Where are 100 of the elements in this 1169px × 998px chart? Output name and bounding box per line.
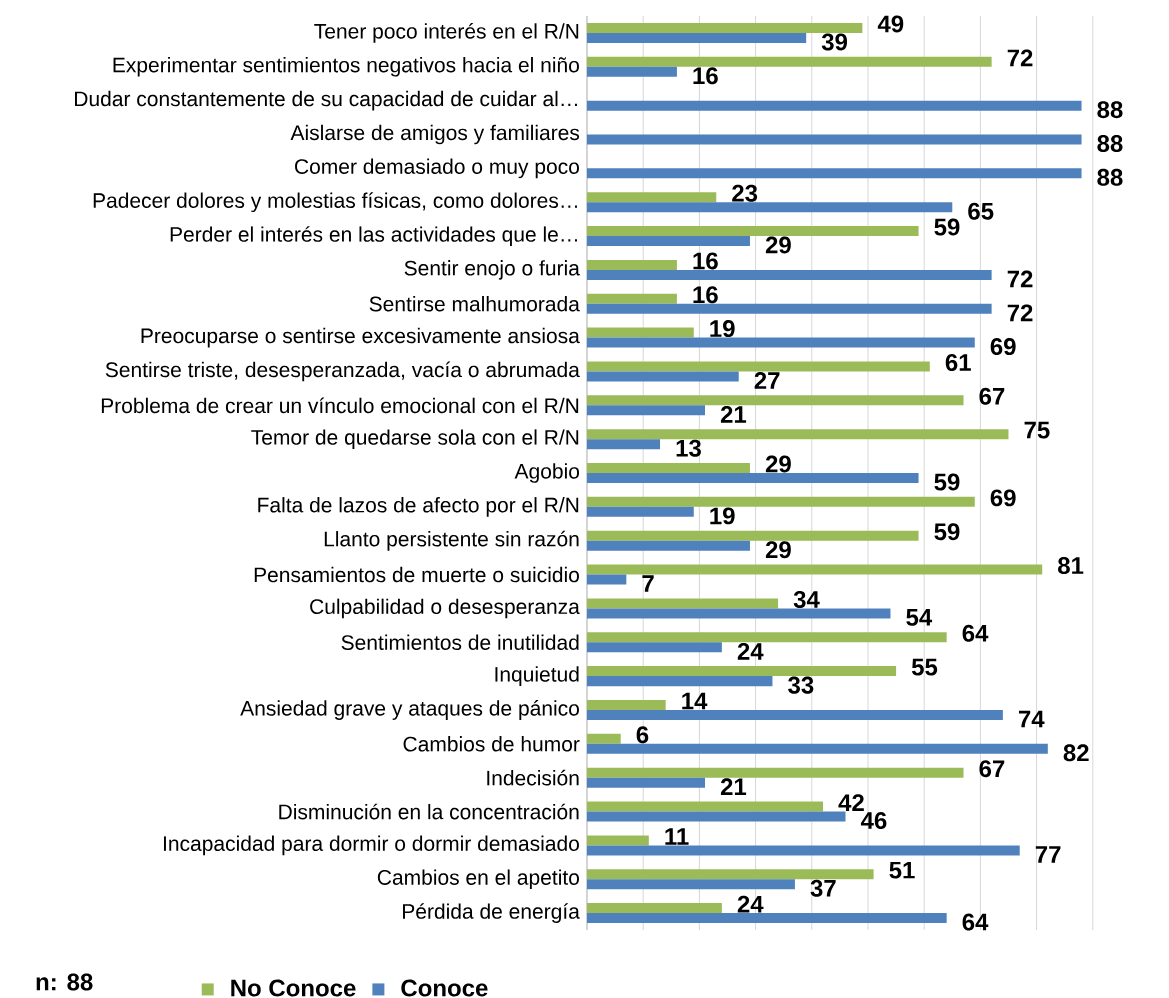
y-tick-label: Comer demasiado o muy poco [295,158,579,179]
bar [586,733,621,744]
data-label: 16 [693,252,718,270]
data-label: 59 [934,218,960,236]
data-label: 49 [877,15,904,33]
data-label: 7 [642,575,654,592]
bar [586,598,779,609]
data-label: 77 [1035,846,1061,863]
data-label: 29 [765,541,791,559]
bar [586,845,1020,856]
data-label: 67 [979,387,1005,405]
data-label: 33 [788,676,814,694]
y-tick-label: Indecisión [487,769,579,786]
data-label: 88 [1097,168,1123,186]
bar [586,473,919,484]
data-label: 29 [765,455,791,473]
data-label: 13 [676,439,701,457]
y-tick-label: Tener poco interés en el R/N [314,23,579,43]
bar [586,642,722,653]
bar [586,327,694,338]
bar [586,777,706,788]
data-label: 24 [737,642,764,660]
data-label: 72 [1007,304,1033,322]
bar [586,913,947,924]
bar [586,811,846,822]
data-label: 27 [754,372,780,389]
data-label: 55 [911,658,938,676]
bar [586,429,1009,440]
bar [586,540,750,551]
data-label: 59 [934,473,960,491]
data-label: 16 [693,286,718,304]
bar [586,192,717,203]
data-label: 69 [990,489,1016,507]
bar [586,632,947,643]
bar [586,903,722,914]
bar [586,32,807,43]
y-tick-label: Problema de crear un vínculo emocional con el R/N [101,397,579,414]
data-label: 74 [1018,710,1045,728]
bar [586,66,677,77]
data-label: 11 [665,828,689,845]
bar [586,236,750,247]
bar [586,869,874,880]
bar [586,608,891,619]
data-label: 75 [1024,421,1050,439]
y-tick-label: Sentimientos de inutilidad [341,634,579,650]
y-tick-label: Disminución en la concentración [279,803,579,820]
y-tick-label: Dudar constantemente de su capacidad de cuidar al… [75,90,577,111]
bar [586,530,919,541]
y-tick-label: Sentirse triste, desesperanzada, vacía o abrumada [105,361,580,382]
bar [586,767,964,778]
bar [586,743,1048,754]
y-tick-label: Cambios de humor [403,736,580,752]
data-label: 21 [720,405,747,423]
bar [586,506,694,517]
data-label: 39 [821,33,848,51]
data-label: 54 [906,609,933,626]
data-label: 65 [968,202,994,220]
bar [586,709,1003,720]
text: n: 88 [36,973,93,991]
bar [586,405,706,416]
data-label: 82 [1063,744,1089,762]
data-label: 51 [889,861,915,879]
bar [586,574,627,585]
y-tick-label: Incapacidad para dormir o dormir demasiado [164,835,579,856]
data-label: 59 [934,523,960,541]
bar [586,439,661,450]
y-tick-label: Temor de quedarse sola con el R/N [251,429,579,449]
legend-label: No Conoce [231,979,356,997]
data-label: 29 [765,236,791,254]
data-label: 21 [720,778,747,796]
y-tick-label: Ansiedad grave y ataques de pánico [240,700,579,720]
data-label: 19 [710,507,735,525]
data-label: 19 [710,320,735,338]
data-label: 6 [636,726,649,744]
bar [586,666,897,677]
bar [586,879,795,890]
data-label: 24 [737,895,764,913]
bar [586,22,863,33]
bar [586,676,773,687]
bar [586,134,1082,145]
data-label: 23 [732,184,758,202]
bar [586,293,677,304]
data-label: 64 [962,913,989,931]
y-tick-label: Culpabilidad o desesperanza [310,598,580,619]
bar [586,835,649,846]
bar [586,337,975,348]
y-tick-label: Perder el interés en las actividades que le… [170,226,577,246]
data-label: 46 [860,812,887,830]
data-label: 81 [1058,557,1084,575]
data-label: 88 [1097,135,1123,152]
y-tick-label: Aislarse de amigos y familiares [290,124,580,145]
bar [586,395,964,406]
data-label: 69 [990,338,1016,356]
y-tick-label: Sentir enojo o furia [404,260,580,280]
bar [586,371,739,382]
bar [586,801,824,812]
data-label: 61 [945,353,971,371]
legend-label: Conoce [401,979,488,997]
y-tick-label: Inquietud [495,666,579,686]
y-tick-label: Cambios en el apetito [377,869,579,890]
